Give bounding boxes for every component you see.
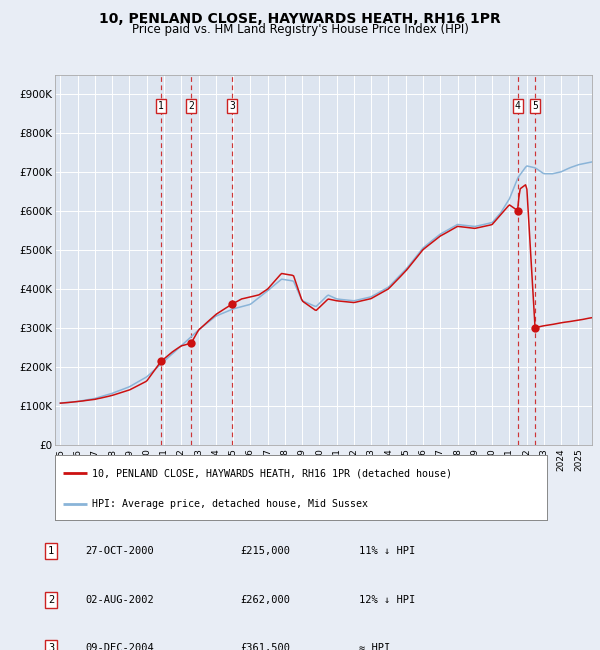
Text: 11% ↓ HPI: 11% ↓ HPI — [359, 546, 415, 556]
Text: 1: 1 — [158, 101, 164, 111]
Text: £215,000: £215,000 — [240, 546, 290, 556]
Text: 09-DEC-2004: 09-DEC-2004 — [85, 644, 154, 650]
Text: £361,500: £361,500 — [240, 644, 290, 650]
Text: 4: 4 — [515, 101, 521, 111]
Text: 1: 1 — [48, 546, 55, 556]
Text: 5: 5 — [532, 101, 538, 111]
Text: 2: 2 — [188, 101, 194, 111]
Text: 10, PENLAND CLOSE, HAYWARDS HEATH, RH16 1PR: 10, PENLAND CLOSE, HAYWARDS HEATH, RH16 … — [99, 12, 501, 26]
Text: 27-OCT-2000: 27-OCT-2000 — [85, 546, 154, 556]
Text: ≈ HPI: ≈ HPI — [359, 644, 390, 650]
Text: Price paid vs. HM Land Registry's House Price Index (HPI): Price paid vs. HM Land Registry's House … — [131, 23, 469, 36]
Text: HPI: Average price, detached house, Mid Sussex: HPI: Average price, detached house, Mid … — [92, 499, 368, 509]
Text: 3: 3 — [229, 101, 235, 111]
Text: 3: 3 — [48, 644, 55, 650]
Text: 12% ↓ HPI: 12% ↓ HPI — [359, 595, 415, 604]
Text: £262,000: £262,000 — [240, 595, 290, 604]
Text: 10, PENLAND CLOSE, HAYWARDS HEATH, RH16 1PR (detached house): 10, PENLAND CLOSE, HAYWARDS HEATH, RH16 … — [92, 468, 452, 478]
Text: 02-AUG-2002: 02-AUG-2002 — [85, 595, 154, 604]
Text: 2: 2 — [48, 595, 55, 604]
